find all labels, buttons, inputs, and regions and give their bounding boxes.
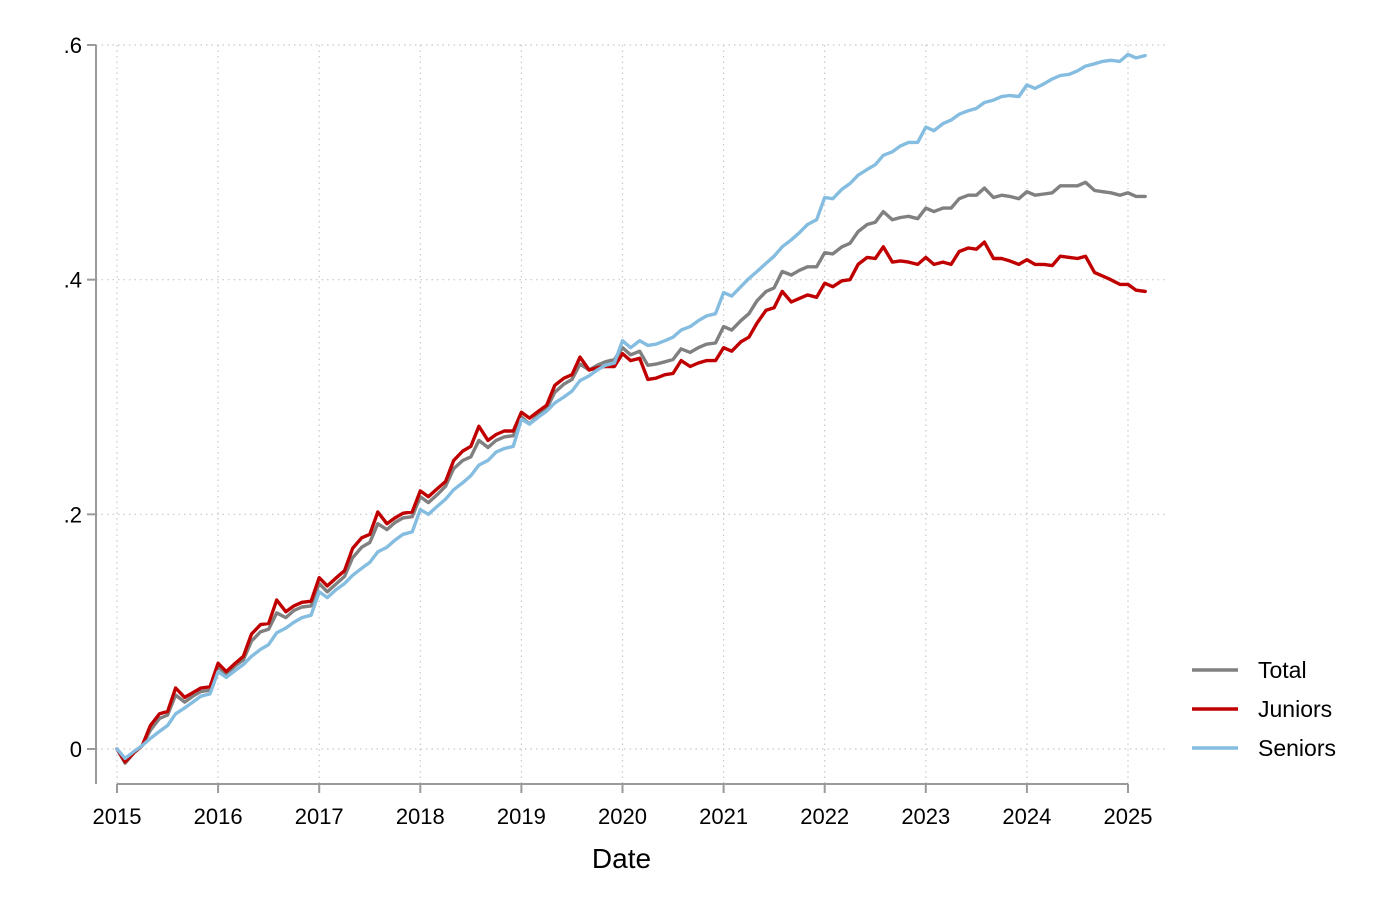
- gridlines: [96, 44, 1165, 784]
- x-tick-label: 2021: [699, 804, 748, 829]
- y-tick-label: .4: [64, 268, 82, 293]
- x-tick-label: 2018: [396, 804, 445, 829]
- y-tick-label: .2: [64, 502, 82, 527]
- x-tick-label: 2019: [497, 804, 546, 829]
- x-tick-label: 2023: [901, 804, 950, 829]
- x-tick-label: 2017: [295, 804, 344, 829]
- y-axis-ticks: 0 .2 .4 .6: [64, 33, 96, 762]
- x-tick-label: 2024: [1002, 804, 1051, 829]
- x-tick-label: 2015: [93, 804, 142, 829]
- x-axis-title: Date: [592, 843, 651, 874]
- legend-label-juniors: Juniors: [1258, 696, 1332, 722]
- x-axis-ticks: 2015 2016 2017 2018 2019 2020 2021 2022 2023 2024…: [93, 784, 1153, 829]
- legend-label-seniors: Seniors: [1258, 735, 1336, 761]
- y-tick-label: 0: [70, 737, 82, 762]
- series-line-juniors: [115, 240, 1147, 764]
- series-lines: [115, 52, 1147, 765]
- x-tick-label: 2025: [1104, 804, 1153, 829]
- legend-label-total: Total: [1258, 657, 1307, 683]
- series-line-total: [115, 180, 1147, 765]
- legend: Total Juniors Seniors: [1192, 657, 1336, 761]
- axes: [95, 45, 1128, 785]
- series-line-seniors: [115, 52, 1147, 761]
- x-tick-label: 2020: [598, 804, 647, 829]
- x-tick-label: 2016: [194, 804, 243, 829]
- y-tick-label: .6: [64, 33, 82, 58]
- x-tick-label: 2022: [800, 804, 849, 829]
